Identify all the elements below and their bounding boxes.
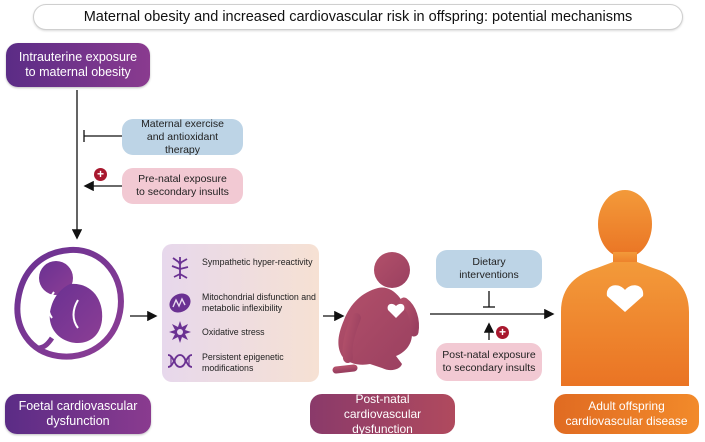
title-text: Maternal obesity and increased cardiovas… xyxy=(83,9,633,25)
mechanism-label-sympathetic: Sympathetic hyper-reactivity xyxy=(202,257,313,267)
maternal-exercise-text: Maternal exercise and antioxidant therap… xyxy=(141,117,224,156)
adult-label-box: Adult offspring cardiovascular disease xyxy=(554,394,699,434)
foetal-label-box: Foetal cardiovascular dysfunction xyxy=(5,394,151,434)
mechanism-label-epigenetic: Persistent epigenetic modifications xyxy=(202,352,284,373)
prenatal-insults-box: Pre-natal exposure to secondary insults xyxy=(122,168,243,204)
adult-silhouette-icon xyxy=(561,190,689,386)
plus-badge-postnatal-icon: + xyxy=(496,326,509,339)
foetal-label: Foetal cardiovascular dysfunction xyxy=(18,399,138,428)
nerve-icon xyxy=(171,257,189,279)
dietary-text: Dietary interventions xyxy=(459,256,519,281)
baby-icon xyxy=(332,252,419,374)
intrauterine-exposure-box: Intrauterine exposure to maternal obesit… xyxy=(6,43,150,87)
adult-label: Adult offspring cardiovascular disease xyxy=(565,399,688,428)
mitochondria-icon xyxy=(169,293,191,313)
maternal-exercise-box: Maternal exercise and antioxidant therap… xyxy=(122,117,243,156)
dna-icon xyxy=(167,354,193,368)
page-title: Maternal obesity and increased cardiovas… xyxy=(33,4,683,30)
oxidative-stress-icon xyxy=(169,321,191,343)
foetus-icon xyxy=(14,246,124,360)
postnatal-insults-box: Post-natal exposure to secondary insults xyxy=(436,343,542,381)
plus-badge-prenatal-icon: + xyxy=(94,168,107,181)
postnatal-label: Post-natal cardiovascular dysfunction xyxy=(343,391,422,436)
mechanism-label-oxidative: Oxidative stress xyxy=(202,327,265,337)
mechanisms-panel xyxy=(162,244,319,382)
dietary-interventions-box: Dietary interventions xyxy=(436,250,542,288)
mechanism-label-mitochondrial: Mitochondrial disfunction and metabolic … xyxy=(202,292,316,313)
intrauterine-text: Intrauterine exposure to maternal obesit… xyxy=(18,50,138,79)
postnatal-label-box: Post-natal cardiovascular dysfunction xyxy=(310,391,455,436)
postnatal-insults-text: Post-natal exposure to secondary insults xyxy=(442,349,536,374)
prenatal-insults-text: Pre-natal exposure to secondary insults xyxy=(136,173,229,198)
